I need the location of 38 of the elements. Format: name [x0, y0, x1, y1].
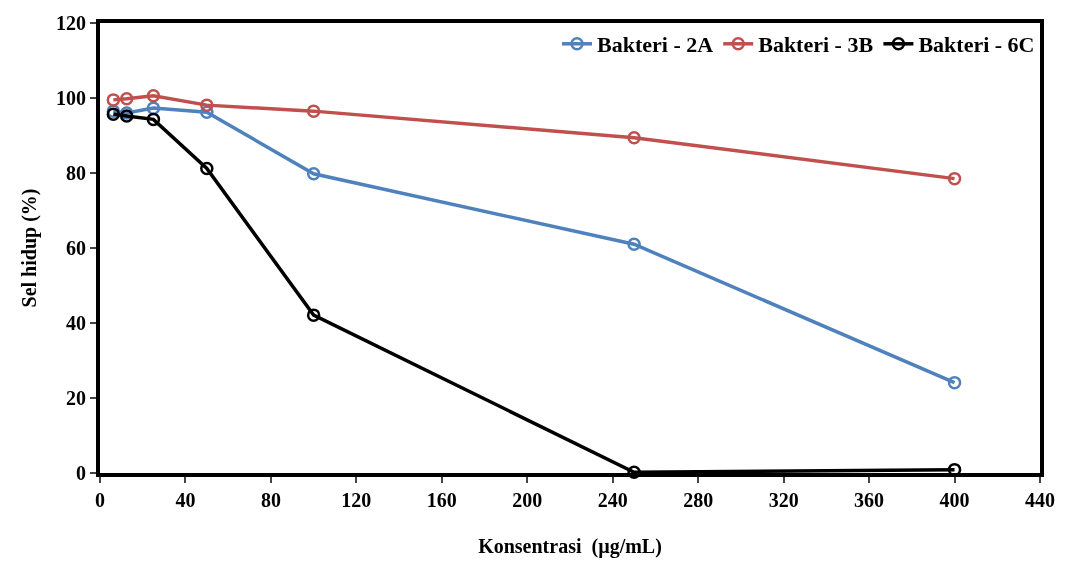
point [200, 161, 214, 176]
x-tick-label: 120 [341, 489, 372, 511]
x-tick-label: 400 [939, 489, 970, 511]
x-tick-label: 360 [854, 489, 885, 511]
point [627, 465, 641, 479]
point [119, 92, 134, 106]
x-tick-label: 440 [1025, 489, 1055, 511]
point [947, 171, 962, 186]
point [146, 89, 161, 103]
point [306, 167, 321, 181]
y-tick-label: 80 [66, 162, 86, 184]
x-axis-title: Konsentrasi (µg/mL) [478, 535, 662, 558]
point [947, 375, 962, 390]
x-tick-label: 0 [95, 489, 105, 511]
y-tick-label: 20 [66, 387, 86, 409]
y-tick-label: 0 [76, 462, 86, 484]
point [306, 104, 321, 118]
x-tick-label: 40 [175, 489, 196, 511]
x-tick-label: 240 [597, 489, 628, 511]
legend-label: Bakteri - 6C [918, 32, 1035, 58]
point [627, 237, 641, 251]
x-tick-label: 320 [768, 489, 799, 511]
legend-label: Bakteri - 2A [597, 32, 714, 58]
y-tick-label: 120 [56, 12, 86, 34]
x-tick-label: 80 [260, 489, 281, 511]
point [306, 308, 321, 322]
x-tick-label: 160 [426, 489, 457, 511]
legend-label: Bakteri - 3B [758, 32, 874, 58]
point [627, 131, 641, 145]
y-tick-label: 60 [66, 237, 86, 259]
point [146, 112, 161, 127]
point [106, 93, 121, 107]
point [200, 98, 214, 112]
y-tick-label: 100 [56, 87, 86, 109]
x-tick-label: 200 [512, 489, 543, 511]
y-axis-title: Sel hidup (%) [18, 188, 41, 308]
x-tick-label: 280 [683, 489, 714, 511]
y-tick-label: 40 [66, 312, 86, 334]
